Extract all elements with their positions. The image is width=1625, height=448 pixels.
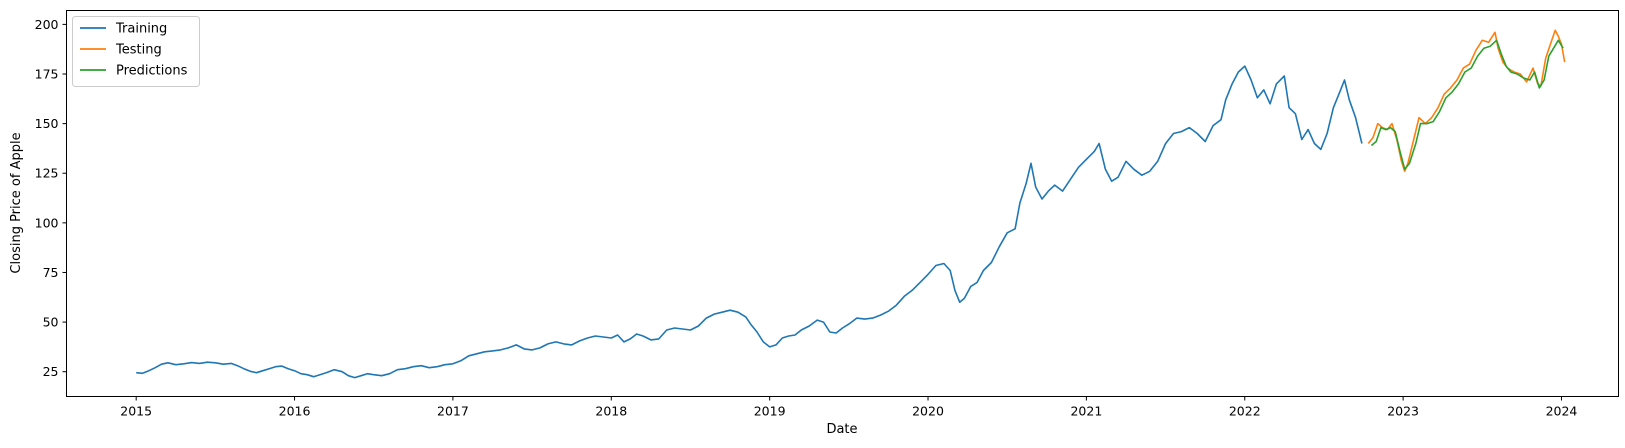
x-axis-label: Date — [826, 422, 857, 437]
y-tick-label: 150 — [35, 116, 59, 131]
legend-label-testing: Testing — [115, 43, 162, 58]
legend-label-predictions: Predictions — [116, 64, 188, 79]
y-tick-label: 25 — [43, 364, 59, 379]
y-tick-label: 100 — [35, 215, 59, 230]
legend-box — [72, 16, 200, 87]
x-tick-label: 2015 — [120, 404, 152, 419]
x-tick-label: 2017 — [437, 404, 469, 419]
series-line-testing — [1367, 29, 1566, 173]
plot-area — [66, 10, 1619, 397]
legend-label-training: Training — [115, 22, 167, 37]
series-line-training — [136, 65, 1363, 379]
x-tick-label: 2020 — [912, 404, 944, 419]
y-tick-label: 75 — [43, 265, 59, 280]
series-layer — [136, 29, 1566, 379]
x-axis: 2015 2016 2017 2018 2019 2020 2021 2022 2023 2024 — [120, 396, 1578, 419]
x-tick-label: 2022 — [1229, 404, 1261, 419]
series-line-predictions — [1370, 39, 1564, 171]
y-axis: 25 50 75 100 125 150 175 200 — [35, 17, 67, 379]
y-axis-label: Closing Price of Apple — [9, 132, 24, 273]
y-tick-label: 50 — [43, 315, 59, 330]
y-tick-label: 175 — [35, 67, 59, 82]
x-tick-label: 2018 — [595, 404, 627, 419]
y-tick-label: 125 — [35, 166, 59, 181]
legend: Training Testing Predictions — [72, 16, 200, 87]
x-tick-label: 2019 — [754, 404, 786, 419]
x-tick-label: 2016 — [279, 404, 311, 419]
x-tick-label: 2024 — [1546, 404, 1578, 419]
x-tick-label: 2021 — [1070, 404, 1102, 419]
plot-frame — [66, 10, 1619, 397]
x-tick-label: 2023 — [1387, 404, 1419, 419]
y-tick-label: 200 — [35, 17, 59, 32]
